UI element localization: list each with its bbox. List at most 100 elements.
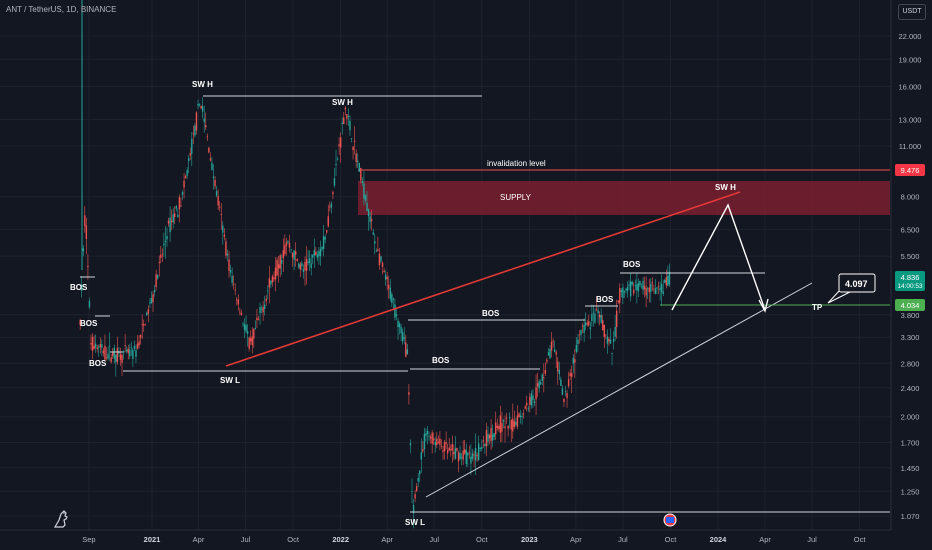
tp-price-text: 4.034 [901,301,920,310]
candle-body [276,259,278,276]
tp-callout-box [838,273,876,293]
candle-body [308,258,311,264]
candle-body [614,326,616,337]
candle-body [287,241,289,243]
candle-body [181,192,184,195]
candle-body [521,415,523,417]
candle-body [555,352,557,355]
candle-body [302,269,305,272]
candle-body [143,324,145,326]
candle-body [251,336,253,346]
candle-body [508,417,511,419]
bos-label-5: BOS [432,356,450,365]
candle-body [501,423,503,432]
candle-body [156,274,159,279]
candle-body [602,320,604,330]
candle-body [584,322,587,326]
supply-label: SUPPLY [500,193,532,202]
candle-body [574,359,576,363]
currency-button[interactable]: USDT [898,4,926,20]
candle-body [633,289,635,294]
candle-body [155,274,157,288]
candle-body [498,426,500,429]
time-tick-label: Apr [381,535,393,544]
sw-h-target-label: SW H [715,183,736,192]
candle-body [341,122,343,125]
candle-body [403,337,405,339]
candle-body [504,426,506,429]
candle-body [316,254,319,258]
price-tick-label: 2.800 [901,359,920,368]
price-tick-label: 16.000 [899,83,922,92]
candle-body [499,415,502,433]
candle-body [411,490,413,492]
candle-body [481,446,483,449]
candle-body [594,313,596,323]
candle-body [267,290,269,292]
candle-body [99,344,102,348]
candle-body [540,382,542,385]
bos-label-3: BOS [89,359,107,368]
candle-body [105,357,108,359]
candle-body [450,449,452,451]
candle-body [122,350,125,353]
candle-body [206,136,209,138]
candle-body [203,118,205,123]
candle-body [144,324,146,326]
candle-body [116,347,119,363]
candle-body [626,286,629,292]
bos-label-6: BOS [596,295,614,304]
candle-body [541,374,543,381]
candle-body [147,309,150,314]
candle-body [400,327,402,334]
time-axis[interactable]: Sep 2021 Apr Jul Oct 2022 Apr Jul Oct 2023 Apr Jul O… [82,535,866,544]
candle-body [465,449,467,464]
candle-body [637,283,640,292]
candle-body [214,179,216,187]
candle-body [135,350,137,357]
candle-body [482,440,485,442]
candle-body [569,373,571,376]
candle-body [352,146,354,151]
candle-body [163,243,165,246]
candle-body [552,340,554,342]
candle-body [490,427,492,442]
symbol-title[interactable]: ANT / TetherUS, 1D, BINANCE [6,5,117,14]
candle-body [369,216,371,223]
price-tick-label: 1.450 [901,464,920,473]
candle-body [448,447,450,451]
candle-body [667,275,669,286]
candle-body [91,336,94,352]
candle-body [268,278,271,288]
candle-body [370,219,373,222]
candle-body [533,401,536,403]
candle-body [605,334,607,336]
candle-body [150,297,153,303]
candle-body [197,104,199,106]
candle-body [647,288,649,290]
candle-body [442,450,444,452]
candle-body [567,379,570,387]
candle-body [628,284,630,286]
candle-body [239,311,241,313]
candle-body [262,306,264,313]
candle-body [274,267,277,280]
candle-body [558,369,561,375]
price-tick-label: 19.000 [899,55,922,64]
tradingview-logo-icon[interactable] [52,508,74,530]
candle-body [625,288,627,291]
candle-body [211,162,213,171]
candle-body [425,433,427,436]
candle-body [121,354,123,363]
candle-body [194,125,196,136]
candle-body [288,242,291,248]
price-axis[interactable]: 22.000 19.000 16.000 13.000 11.000 8.000 6.500… [899,32,922,521]
tp-label: TP [812,303,823,312]
time-tick-label: Oct [665,535,678,544]
sw-l-label-2: SW L [405,518,425,527]
price-tick-label: 3.300 [901,333,920,342]
candle-body [367,209,370,217]
candle-body [245,325,247,332]
candle-body [479,447,481,449]
